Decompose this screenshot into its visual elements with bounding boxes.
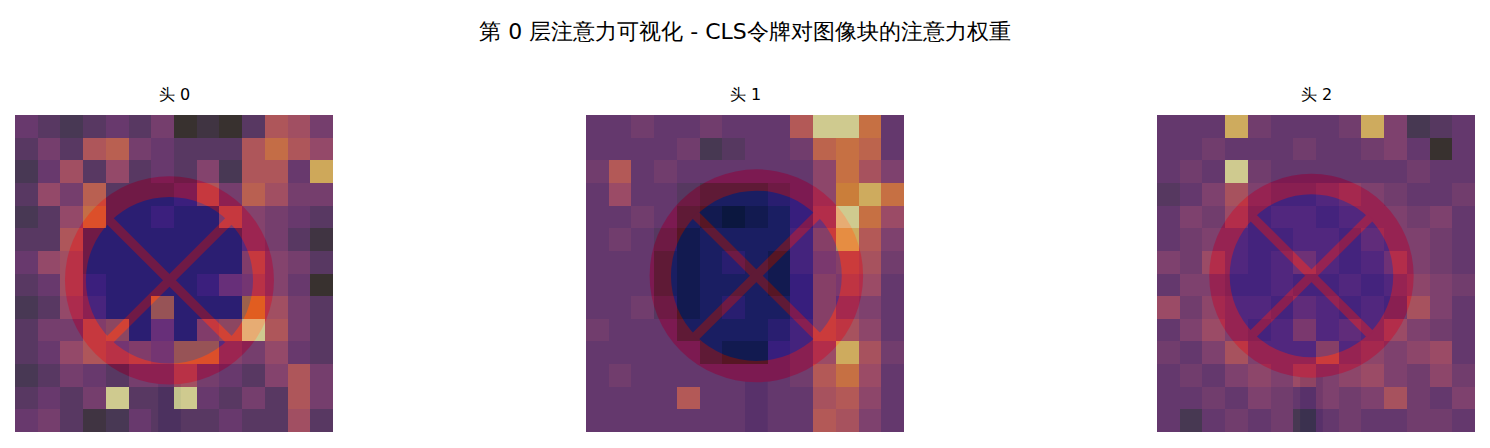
svg-text:第 0 层注意力可视化 - CLS令牌对图像块的注意力权重: 第 0 层注意力可视化 - CLS令牌对图像块的注意力权重 <box>479 19 1011 44</box>
svg-text:头 1: 头 1 <box>730 85 761 104</box>
svg-text:头 2: 头 2 <box>1301 85 1332 104</box>
svg-text:头 0: 头 0 <box>159 85 190 104</box>
